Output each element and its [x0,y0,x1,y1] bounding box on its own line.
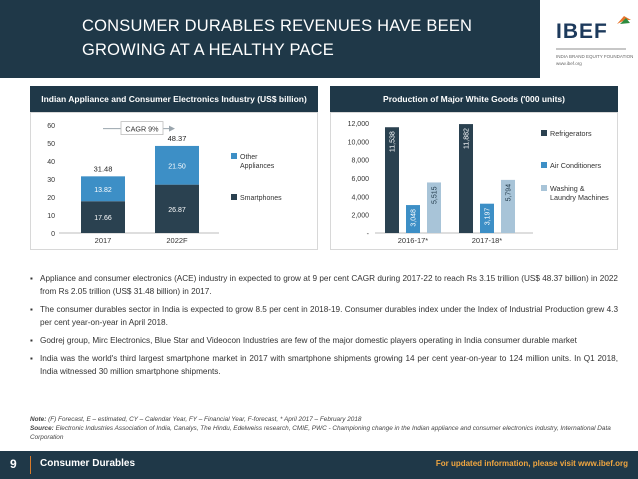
footer: 9 Consumer Durables For updated informat… [0,451,638,479]
logo-text: IBEF [556,20,608,43]
bullet-item: The consumer durables sector in India is… [30,303,618,329]
cagr-arrow-head [169,125,175,132]
page-number: 9 [10,457,17,471]
chart1-svg: 0 10 20 30 40 50 60 17.66 13.82 31.48 2017 26.87 21.… [47,121,282,245]
bar-other-appliances [155,145,199,185]
bar-refrigerators [459,124,473,233]
source-text: Electronic Industries Association of Ind… [30,425,611,441]
bar-value-label: 17.66 [94,215,112,222]
legend-label-air-conditioners: Air Conditioners [550,161,602,170]
header: CONSUMER DURABLES REVENUES HAVE BEEN GRO… [0,0,638,78]
y-tick-label: - [367,231,370,238]
page-title-line1: CONSUMER DURABLES REVENUES HAVE BEEN [82,17,473,35]
chart2-title: Production of Major White Goods ('000 un… [330,86,618,112]
note-label: Note: [30,416,47,423]
note-text: (F) Forecast, E – estimated, CY – Calend… [48,416,362,423]
x-tick-label: 2017-18* [472,236,503,245]
bar-value-label: 5,794 [506,184,513,202]
bar-smartphones [155,184,199,233]
legend-label-other-appliances: Other [240,154,258,161]
bullet-item: India was the world's third largest smar… [30,352,618,378]
legend-swatch-refrigerators [541,130,547,136]
y-tick-label: 2,000 [351,213,369,220]
bullet-list: Appliance and consumer electronics (ACE)… [30,272,618,383]
bar-smartphones [81,201,125,233]
bar-other-appliances [81,176,125,202]
legend-label-other-appliances-line2: Appliances [240,163,275,170]
bar-air-conditioners [406,205,420,233]
source-line: Source: Electronic Industries Associatio… [30,424,618,442]
y-tick-label: 40 [47,159,55,166]
footer-section-title: Consumer Durables [40,458,136,469]
legend-swatch-smartphones [231,194,237,200]
legend-swatch-other-appliances [231,153,237,159]
y-tick-label: 0 [51,231,55,238]
bar-value-label: 26.87 [168,207,186,214]
bar-value-label: 5,515 [432,186,439,204]
bar-washing-machines [427,182,441,233]
chart2-svg: - 2,000 4,000 6,000 8,000 10,000 12,000 11,538 3… [348,121,610,245]
bar-value-label: 3,048 [411,209,418,227]
note-source: Note: (F) Forecast, E – estimated, CY – … [30,415,618,442]
legend-label-smartphones: Smartphones [240,195,282,202]
bar-value-label: 11,882 [464,128,471,149]
chart2-panel: - 2,000 4,000 6,000 8,000 10,000 12,000 11,538 3… [330,112,618,250]
legend-swatch-washing-machines [541,185,547,191]
footer-visit-link[interactable]: For updated information, please visit ww… [435,459,628,468]
source-label: Source: [30,425,54,432]
legend-swatch-air-conditioners [541,162,547,168]
legend-label-refrigerators: Refrigerators [550,129,592,138]
y-tick-label: 6,000 [351,176,369,183]
y-tick-label: 50 [47,141,55,148]
bar-value-label: 21.50 [168,163,186,170]
y-tick-label: 10,000 [348,139,370,146]
y-tick-label: 10 [47,213,55,220]
cagr-label: CAGR 9% [125,125,159,134]
bar-value-label: 3,197 [485,208,492,226]
y-tick-label: 60 [47,123,55,130]
x-tick-label: 2016-17* [398,236,429,245]
page-title: CONSUMER DURABLES REVENUES HAVE BEEN GRO… [82,14,522,62]
x-tick-label: 2017 [95,236,112,245]
bird-icon [617,16,631,24]
cagr-box [120,121,164,135]
bullet-item: Godrej group, Mirc Electronics, Blue Sta… [30,334,618,347]
logo-divider [556,48,626,50]
legend-label-washing-machines-line2: Laundry Machines [550,193,609,202]
bar-total-label: 31.48 [94,164,113,173]
legend-label-washing-machines: Washing & [550,184,585,193]
header-band: CONSUMER DURABLES REVENUES HAVE BEEN GRO… [0,0,540,78]
chart1-panel: 0 10 20 30 40 50 60 17.66 13.82 31.48 2017 26.87 21.… [30,112,318,250]
note-line: Note: (F) Forecast, E – estimated, CY – … [30,415,618,424]
y-tick-label: 4,000 [351,194,369,201]
logo-tagline: INDIA BRAND EQUITY FOUNDATION [556,54,634,59]
footer-divider [30,456,31,474]
y-tick-label: 12,000 [348,121,370,128]
y-tick-label: 30 [47,177,55,184]
bullet-item: Appliance and consumer electronics (ACE)… [30,272,618,298]
x-tick-label: 2022F [166,236,188,245]
bar-value-label: 13.82 [94,187,112,194]
logo-url: www.ibef.org [556,61,582,66]
y-tick-label: 8,000 [351,158,369,165]
bar-washing-machines [501,179,515,233]
chart1-title: Indian Appliance and Consumer Electronic… [30,86,318,112]
bar-refrigerators [385,127,399,233]
bar-value-label: 11,538 [390,131,397,152]
page-title-line2: GROWING AT A HEALTHY PACE [82,41,334,59]
bar-total-label: 48.37 [168,134,187,143]
ibef-logo[interactable]: IBEF INDIA BRAND EQUITY FOUNDATION www.i… [546,0,638,78]
y-tick-label: 20 [47,195,55,202]
bar-air-conditioners [480,203,494,233]
